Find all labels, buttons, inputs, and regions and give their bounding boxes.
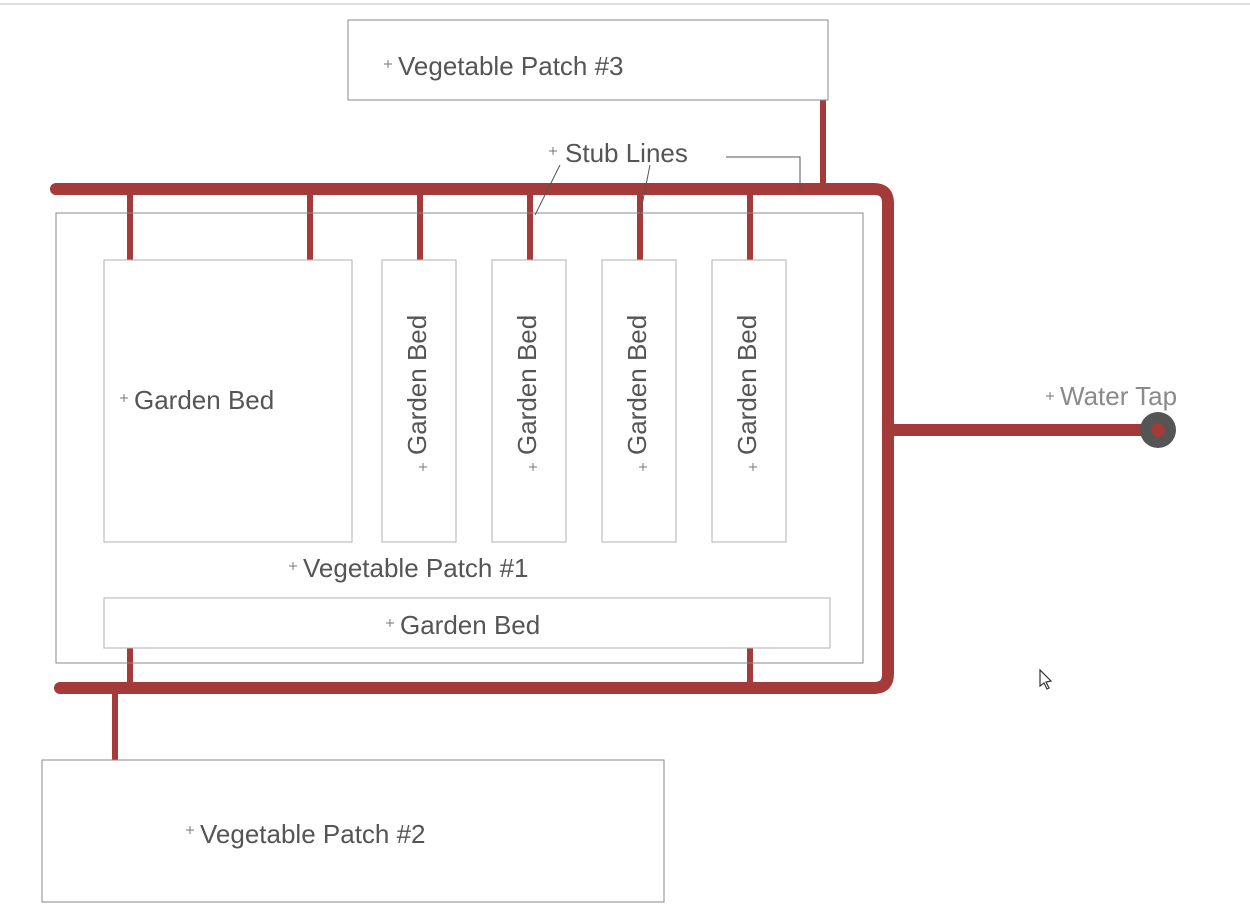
anchor-cross [120,394,128,402]
main-pipe [56,189,888,203]
main-pipe [874,203,888,688]
anchor-cross [289,562,297,570]
water-tap-center [1151,423,1165,437]
anchor-cross [529,463,537,471]
anchor-cross [549,147,557,155]
anchor-cross [1046,392,1054,400]
cursor-icon [1040,670,1051,689]
anchor-cross [639,463,647,471]
water-tap-label: Water Tap [1060,381,1177,411]
anchor-cross [186,826,194,834]
anchor-cross [419,463,427,471]
garden-bed-4-label: Garden Bed [622,315,652,455]
stub-lines-label: Stub Lines [565,138,688,168]
garden-bed-5-label: Garden Bed [732,315,762,455]
patch2-label: Vegetable Patch #2 [200,819,426,849]
garden-bed-bottom-label: Garden Bed [400,610,540,640]
anchor-cross [749,463,757,471]
anchor-cross [384,60,392,68]
garden-bed-3-label: Garden Bed [512,315,542,455]
patch1-label: Vegetable Patch #1 [303,553,529,583]
garden-bed-2-label: Garden Bed [402,315,432,455]
anchor-cross [386,619,394,627]
patch3-label: Vegetable Patch #3 [398,51,624,81]
garden-bed-1-label: Garden Bed [134,385,274,415]
